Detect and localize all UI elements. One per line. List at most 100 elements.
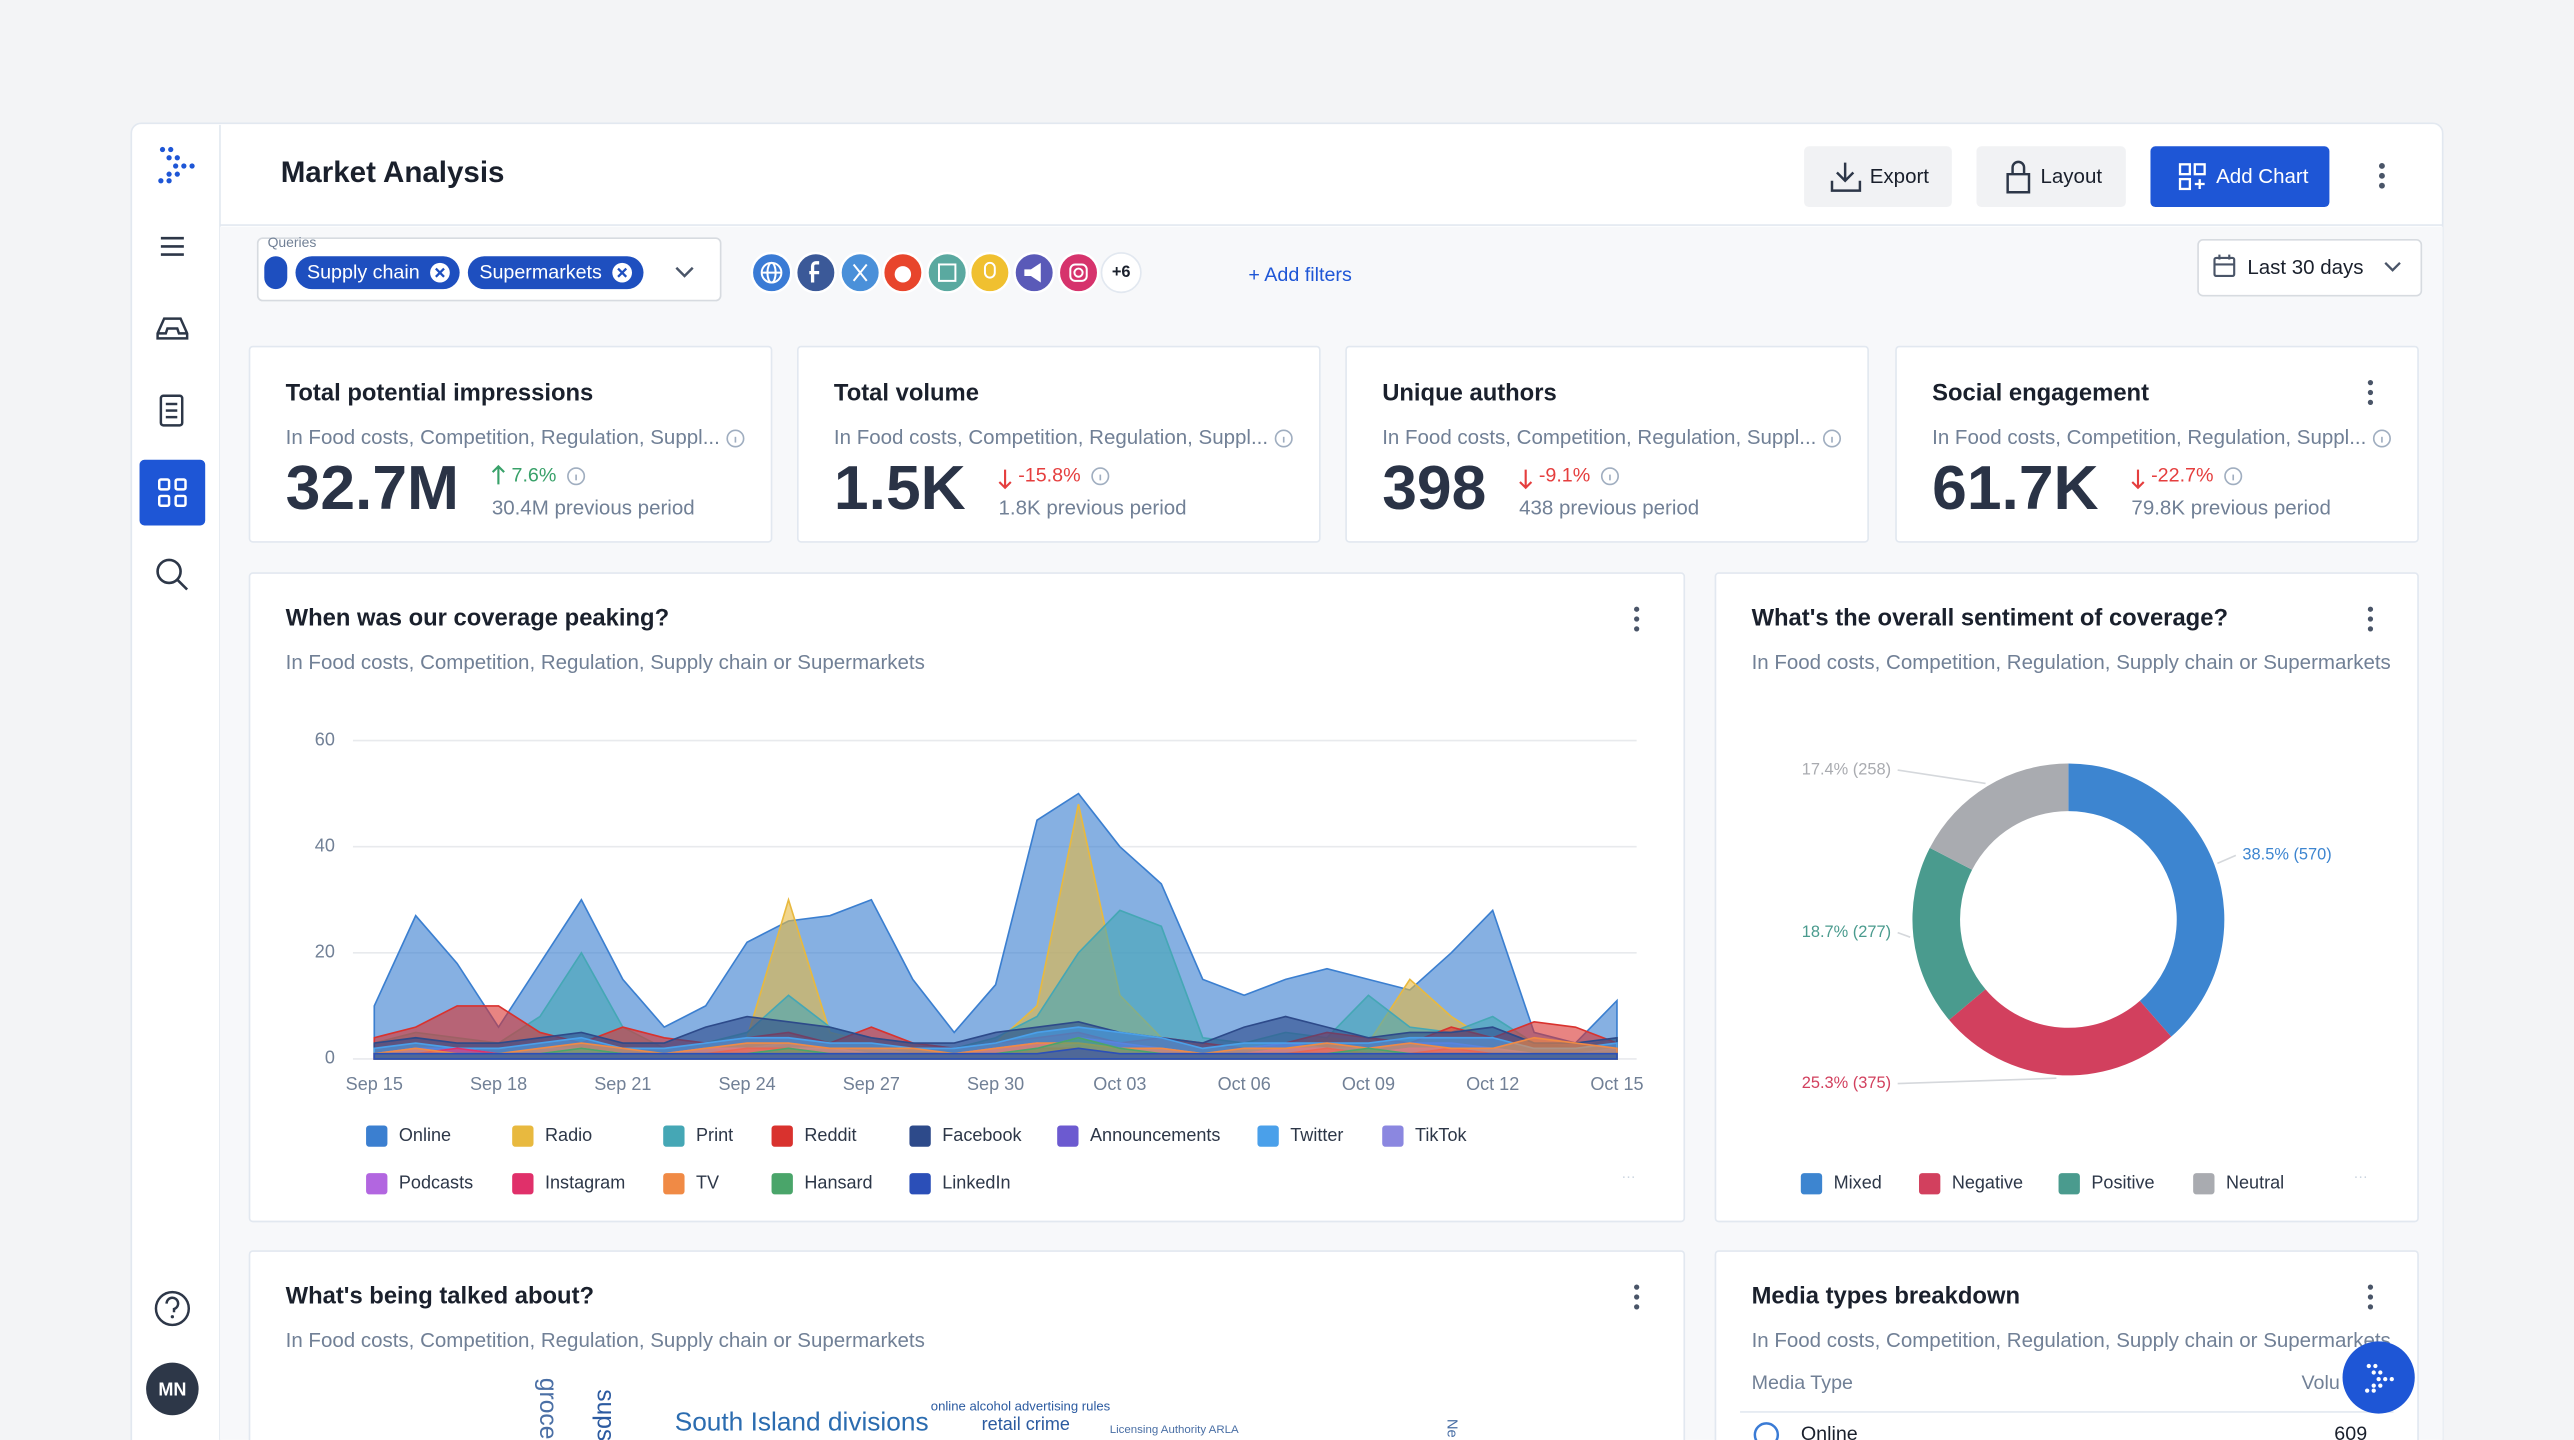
legend-swatch[interactable]	[512, 1125, 534, 1147]
donut-slice[interactable]	[1949, 989, 2172, 1076]
legend-swatch[interactable]	[1057, 1125, 1079, 1147]
query-chip[interactable]	[295, 256, 460, 290]
donut-value-label: 38.5% (570)	[2242, 846, 2331, 864]
legend-swatch[interactable]	[512, 1173, 534, 1195]
legend-more[interactable]: …	[1621, 1166, 1636, 1182]
info-icon	[726, 429, 745, 448]
kpi-title: Unique authors	[1382, 379, 1557, 406]
legend-swatch[interactable]	[909, 1125, 931, 1147]
date-range-select[interactable]	[2197, 239, 2423, 297]
search-icon[interactable]	[156, 558, 189, 591]
card-menu-dot[interactable]	[2367, 380, 2374, 386]
card-menu-dot[interactable]	[2367, 1304, 2374, 1310]
chip-remove-x	[617, 267, 628, 278]
dropdown-chevron[interactable]	[675, 266, 694, 278]
donut-slice[interactable]	[2068, 763, 2225, 1037]
card-menu-dot[interactable]	[2367, 1294, 2374, 1300]
dashboard-nav-active[interactable]	[139, 459, 206, 526]
more-menu[interactable]	[2378, 163, 2385, 189]
legend-swatch[interactable]	[771, 1125, 793, 1147]
card-menu-dot[interactable]	[2367, 399, 2374, 405]
query-chip[interactable]	[467, 256, 644, 290]
word-cloud-term[interactable]: Ne	[1443, 1419, 1459, 1438]
card-menu-dot[interactable]	[2367, 626, 2374, 632]
legend-swatch[interactable]	[1800, 1173, 1823, 1195]
legend-swatch[interactable]	[1919, 1173, 1941, 1195]
x-tick-label: Oct 09	[1342, 1074, 1395, 1094]
word-cloud-term[interactable]: Licensing Authority ARLA	[1110, 1424, 1239, 1436]
legend-swatch[interactable]	[909, 1173, 931, 1195]
x-tick-label: Oct 15	[1590, 1074, 1643, 1094]
word-cloud-term[interactable]: sups	[592, 1389, 619, 1440]
kpi-change: -22.7%	[2151, 464, 2213, 486]
legend-swatch[interactable]	[1382, 1125, 1404, 1147]
donut-value-label: 17.4% (258)	[1802, 760, 1891, 778]
card-menu-dot[interactable]	[1634, 626, 1640, 632]
legend-swatch[interactable]	[366, 1173, 388, 1195]
inbox-icon[interactable]	[156, 317, 189, 340]
lock-icon	[2006, 160, 2031, 194]
add-chart-button[interactable]	[2150, 146, 2330, 208]
card	[1714, 572, 2419, 1223]
x-tick-label: Oct 12	[1466, 1074, 1519, 1094]
word-cloud-term[interactable]: retail crime	[982, 1414, 1070, 1434]
chart-title: What's the overall sentiment of coverage…	[1752, 604, 2228, 631]
source-instagram[interactable]	[1057, 251, 1100, 294]
card-menu-dot[interactable]	[1634, 616, 1640, 622]
card-menu-dot[interactable]	[1634, 1304, 1640, 1310]
legend-swatch[interactable]	[663, 1125, 685, 1147]
kpi-subtitle: In Food costs, Competition, Regulation, …	[1932, 426, 2366, 449]
queries-label: Queries	[268, 234, 317, 250]
legend-swatch[interactable]	[1257, 1125, 1279, 1147]
legend-swatch[interactable]	[2058, 1173, 2080, 1195]
card-menu-dot[interactable]	[2367, 606, 2374, 612]
y-tick-label: 40	[315, 835, 335, 855]
card-menu-dot[interactable]	[2367, 616, 2374, 622]
more-sources[interactable]	[1100, 252, 1142, 294]
card-menu-dot[interactable]	[1634, 606, 1640, 612]
y-tick-label: 20	[315, 942, 335, 962]
legend-swatch[interactable]	[663, 1173, 685, 1195]
donut-value-label: 25.3% (375)	[1802, 1074, 1891, 1092]
source-print[interactable]	[926, 251, 969, 294]
kpi-change: -9.1%	[1539, 464, 1590, 486]
leader-line	[1897, 931, 1911, 938]
card-menu-dot[interactable]	[1634, 1284, 1640, 1290]
legend-label: Radio	[545, 1125, 592, 1145]
legend-label: Announcements	[1090, 1125, 1220, 1145]
card-menu-dot[interactable]	[2367, 1284, 2374, 1290]
menu-icon[interactable]	[160, 236, 184, 256]
info-icon	[1600, 467, 1619, 486]
report-icon[interactable]	[159, 394, 184, 427]
table-header: Media Type	[1752, 1372, 1853, 1394]
add-filters-link[interactable]: + Add filters	[1248, 264, 1352, 286]
arrow-up	[491, 464, 505, 485]
help-icon[interactable]	[154, 1290, 191, 1327]
legend-swatch[interactable]	[366, 1125, 388, 1147]
word-cloud-term[interactable]: South Island divisions	[675, 1406, 929, 1436]
donut-slice[interactable]	[1912, 847, 1986, 1020]
query-chip-partial	[264, 256, 288, 290]
legend-label: Hansard	[804, 1173, 872, 1193]
legend-swatch[interactable]	[771, 1173, 793, 1195]
donut-slice[interactable]	[1929, 763, 2069, 870]
avatar[interactable]	[146, 1362, 199, 1416]
x-tick-label: Oct 03	[1093, 1074, 1146, 1094]
card-menu-dot[interactable]	[2367, 389, 2374, 396]
query-chip-label: Supermarkets	[479, 262, 602, 284]
table-header: Volu	[2301, 1372, 2339, 1394]
kpi-value: 61.7K	[1932, 454, 2098, 523]
word-cloud-term[interactable]: groce	[534, 1378, 561, 1440]
x-tick-label: Sep 27	[843, 1074, 900, 1094]
arrow-down	[1519, 469, 1533, 490]
x-tick-label: Sep 21	[594, 1074, 651, 1094]
card-menu-dot[interactable]	[1634, 1294, 1640, 1300]
card	[248, 1250, 1686, 1440]
word-cloud-term[interactable]: online alcohol advertising rules	[931, 1398, 1111, 1413]
legend-more[interactable]: …	[2353, 1166, 2368, 1182]
legend-swatch[interactable]	[2193, 1173, 2215, 1195]
source-radio[interactable]	[968, 251, 1011, 294]
legend-label: Print	[696, 1125, 733, 1145]
y-tick-label: 0	[325, 1048, 335, 1068]
